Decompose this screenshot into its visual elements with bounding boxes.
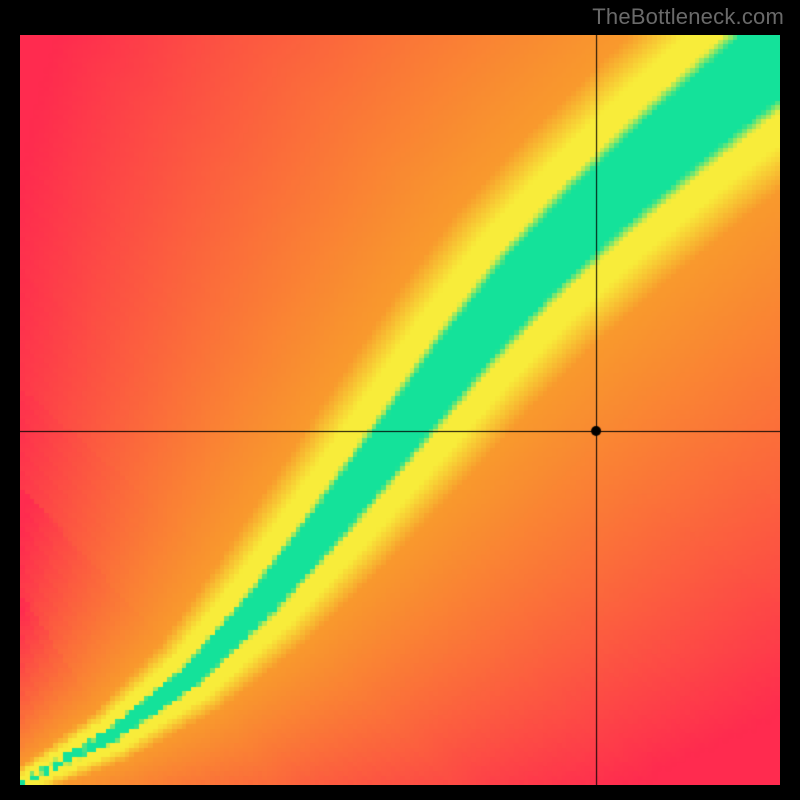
- bottleneck-heatmap: [20, 35, 780, 785]
- chart-container: TheBottleneck.com: [0, 0, 800, 800]
- watermark-text: TheBottleneck.com: [592, 4, 784, 30]
